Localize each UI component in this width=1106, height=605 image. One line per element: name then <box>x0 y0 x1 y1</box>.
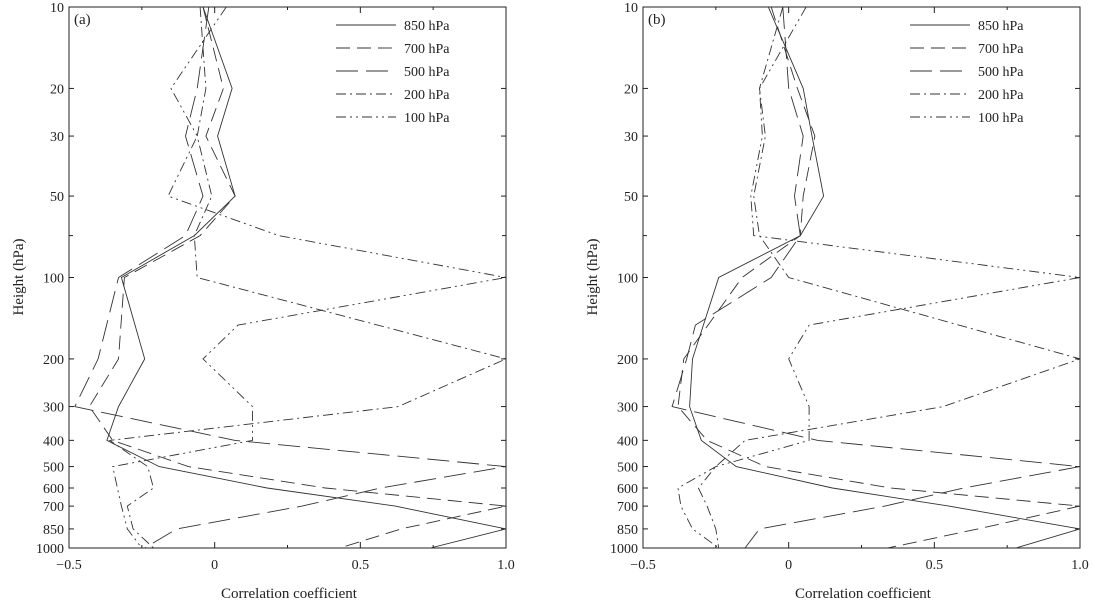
x-tick-label: −0.5 <box>56 558 81 573</box>
y-tick-label: 100 <box>617 272 638 287</box>
legend-label: 700 hPa <box>404 42 450 57</box>
legend-label: 850 hPa <box>978 19 1024 34</box>
series-line-100-hpa <box>112 7 506 548</box>
y-axis-title: Height (hPa) <box>585 238 601 315</box>
y-tick-label: 400 <box>43 434 64 449</box>
y-tick-label: 50 <box>50 190 64 205</box>
series-line-700-hpa <box>88 7 506 548</box>
panel-a: (a) Correlation coefficient Height (hPa)… <box>11 1 515 602</box>
series-line-100-hpa <box>677 7 1080 548</box>
x-tick-label: 1.0 <box>1071 558 1089 573</box>
x-axis-title: Correlation coefficient <box>795 586 932 602</box>
x-tick-label: 0.5 <box>352 558 370 573</box>
series-line-200-hpa <box>108 7 506 548</box>
y-axis-title: Height (hPa) <box>11 238 27 315</box>
y-tick-label: 20 <box>624 82 638 97</box>
y-tick-label: 10 <box>50 1 64 16</box>
x-tick-label: 0.5 <box>926 558 944 573</box>
series-line-500-hpa <box>74 7 506 548</box>
legend-label: 500 hPa <box>404 65 450 80</box>
x-tick-label: −0.5 <box>630 558 655 573</box>
y-tick-label: 850 <box>617 523 638 538</box>
x-tick-label: 0 <box>211 558 218 573</box>
y-tick-label: 600 <box>617 482 638 497</box>
y-tick-label: 400 <box>617 434 638 449</box>
y-tick-label: 20 <box>50 82 64 97</box>
y-tick-label: 30 <box>50 130 64 145</box>
x-axis-title: Correlation coefficient <box>221 586 358 602</box>
series-line-200-hpa <box>697 7 1080 548</box>
x-tick-label: 0 <box>785 558 792 573</box>
panel-b: (b) Correlation coefficient Height (hPa)… <box>585 1 1089 602</box>
y-tick-label: 850 <box>43 523 64 538</box>
y-tick-label: 300 <box>617 401 638 416</box>
series-line-500-hpa <box>671 7 1080 548</box>
legend-label: 500 hPa <box>978 65 1024 80</box>
series-line-850-hpa <box>689 7 1080 548</box>
legend-label: 200 hPa <box>978 88 1024 103</box>
y-tick-label: 500 <box>43 461 64 476</box>
panel-label: (a) <box>74 12 91 28</box>
y-tick-label: 50 <box>624 190 638 205</box>
series-line-700-hpa <box>677 7 1080 548</box>
y-tick-label: 10 <box>624 1 638 16</box>
y-tick-label: 300 <box>43 401 64 416</box>
panel-label: (b) <box>648 12 666 28</box>
y-tick-label: 500 <box>617 461 638 476</box>
y-tick-label: 100 <box>43 272 64 287</box>
legend-label: 200 hPa <box>404 88 450 103</box>
y-tick-label: 30 <box>624 130 638 145</box>
x-tick-label: 1.0 <box>497 558 515 573</box>
y-tick-label: 700 <box>617 500 638 515</box>
legend-label: 100 hPa <box>978 111 1024 126</box>
legend-label: 700 hPa <box>978 42 1024 57</box>
series-line-850-hpa <box>106 7 506 548</box>
y-tick-label: 200 <box>617 353 638 368</box>
y-tick-label: 1000 <box>36 542 64 557</box>
legend-label: 100 hPa <box>404 111 450 126</box>
legend-label: 850 hPa <box>404 19 450 34</box>
y-tick-label: 1000 <box>610 542 638 557</box>
y-tick-label: 700 <box>43 500 64 515</box>
y-tick-label: 600 <box>43 482 64 497</box>
y-tick-label: 200 <box>43 353 64 368</box>
